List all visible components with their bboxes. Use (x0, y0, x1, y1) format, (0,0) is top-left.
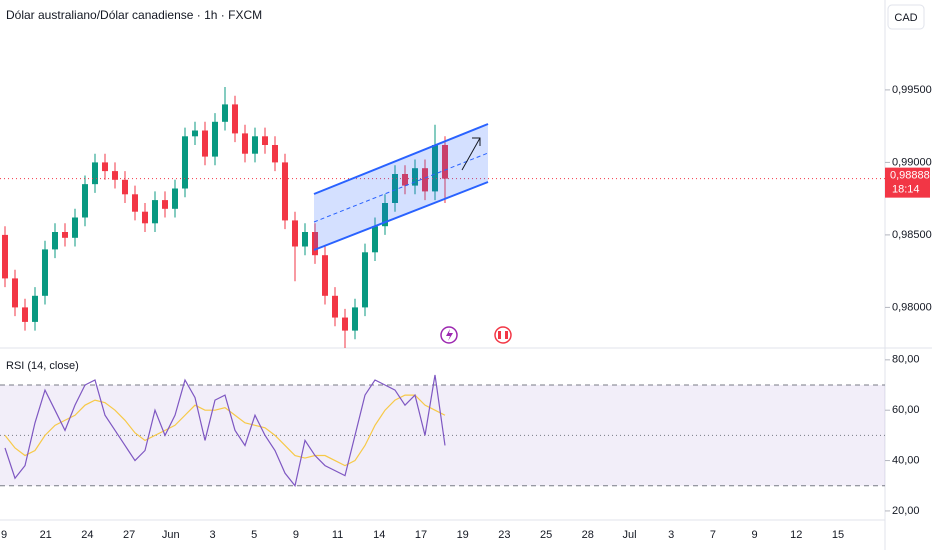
time-tick-label: 3 (668, 529, 674, 541)
candle-body (32, 295, 38, 322)
arrow-line (461, 137, 481, 171)
time-tick-label: 9 (293, 529, 299, 541)
time-tick-label: 11 (332, 529, 343, 541)
time-tick-label: 28 (582, 529, 594, 541)
candle-body (142, 211, 148, 224)
channel-top (313, 123, 489, 195)
rsi-line (4, 374, 446, 488)
time-tick-label: 24 (81, 529, 93, 541)
candle-body (12, 278, 18, 308)
candle-body (222, 104, 228, 122)
countdown: 18:14 (892, 184, 920, 196)
candle-body (412, 168, 418, 186)
flag-icon[interactable] (494, 326, 512, 344)
last-price-label: 0,98888 (890, 170, 930, 182)
candle-body (272, 145, 278, 163)
candle-body (192, 130, 198, 137)
channel-mid (313, 152, 489, 223)
candle-body (202, 130, 208, 157)
candle-body (342, 317, 348, 331)
candle-body (352, 307, 358, 331)
rsi-ma-line (4, 394, 446, 467)
candle-body (372, 226, 378, 253)
rsi-tick-label: 80,00 (892, 354, 920, 366)
time-tick-label: 9 (1, 529, 7, 541)
time-tick-label: 27 (123, 529, 135, 541)
candle-body (382, 203, 388, 227)
arrow-head (472, 137, 481, 146)
price-tick-label: 0,98000 (892, 301, 932, 313)
time-tick-label: 17 (415, 529, 427, 541)
candle-body (22, 307, 28, 322)
currency[interactable]: CAD (894, 12, 917, 24)
candle-body (232, 104, 238, 134)
event-bolt (446, 329, 453, 341)
time-tick-label: 5 (251, 529, 257, 541)
price-tick-label: 0,99500 (892, 84, 932, 96)
time-tick-label: 21 (40, 529, 52, 541)
candle-body (42, 249, 48, 296)
candle-body (312, 232, 318, 256)
rsi-band (0, 385, 885, 486)
candle-body (422, 168, 428, 192)
candle-body (112, 171, 118, 180)
rsi-title: RSI (14, close) (6, 360, 79, 372)
chart-title: Dólar australiano/Dólar canadiense · 1h … (6, 8, 262, 22)
currency-box[interactable] (887, 4, 925, 30)
candle-body (82, 184, 88, 218)
time-tick-label: 23 (498, 529, 510, 541)
candle-body (132, 194, 138, 212)
rsi-tick-label: 20,00 (892, 505, 920, 517)
candle-body (402, 174, 408, 186)
candle-body (442, 145, 448, 179)
time-tick-label: 3 (209, 529, 215, 541)
candle-body (322, 255, 328, 296)
time-tick-label: Jun (162, 529, 180, 541)
candle-body (212, 121, 218, 157)
candle-body (92, 162, 98, 185)
time-tick-label: 12 (790, 529, 802, 541)
candle-body (152, 200, 158, 224)
time-tick-label: 7 (710, 529, 716, 541)
time-tick-label: Jul (622, 529, 636, 541)
time-tick-label: 25 (540, 529, 552, 541)
arrow-drawing[interactable] (461, 137, 481, 171)
time-tick-label: 9 (752, 529, 758, 541)
candle-body (172, 188, 178, 209)
price-tick-label: 0,99000 (892, 156, 932, 168)
candle-body (282, 162, 288, 221)
candle-body (332, 295, 338, 318)
candle-body (182, 136, 188, 189)
candle-body (432, 145, 438, 192)
time-tick-label: 14 (373, 529, 385, 541)
candle-body (242, 133, 248, 154)
candle-body (122, 179, 128, 195)
candle-body (292, 220, 298, 247)
candle-body (392, 174, 398, 203)
channel-bottom (313, 181, 489, 251)
event-icon[interactable] (440, 326, 458, 344)
rsi-tick-label: 40,00 (892, 454, 920, 466)
candle-body (162, 200, 168, 209)
candle-body (102, 162, 108, 172)
candle-body (252, 136, 258, 154)
channel-drawing[interactable] (313, 123, 489, 251)
candle-body (362, 252, 368, 308)
candle-body (262, 136, 268, 145)
price-tick-label: 0,98500 (892, 229, 932, 241)
candle-body (72, 217, 78, 238)
time-tick-label: 19 (457, 529, 469, 541)
candle-body (302, 232, 308, 247)
candle-body (62, 232, 68, 238)
time-tick-label: 15 (832, 529, 844, 541)
last-price-tag (885, 167, 930, 198)
candle-body (2, 234, 8, 279)
rsi-tick-label: 60,00 (892, 404, 920, 416)
flag-center (501, 331, 505, 339)
candle-body (52, 232, 58, 250)
